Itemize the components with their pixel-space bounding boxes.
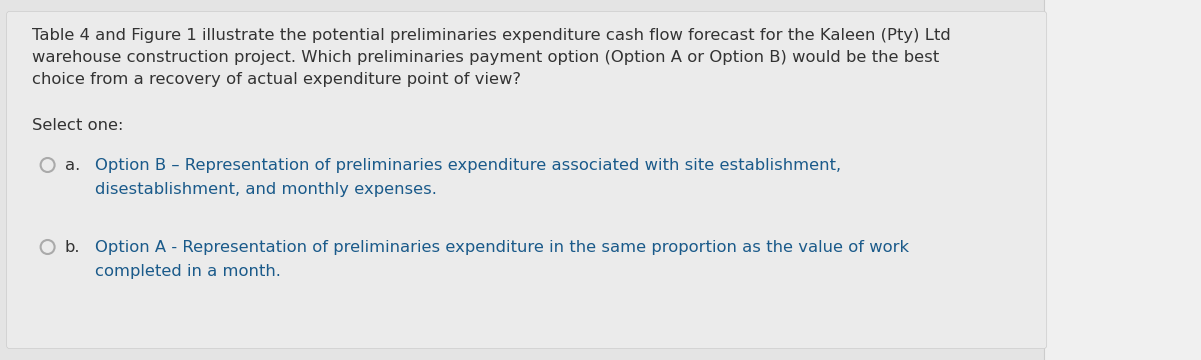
Text: Option A - Representation of preliminaries expenditure in the same proportion as: Option A - Representation of preliminari…: [95, 240, 909, 255]
Text: Select one:: Select one:: [31, 118, 123, 133]
FancyBboxPatch shape: [7, 12, 1046, 348]
Text: a.: a.: [65, 158, 79, 173]
Text: Option B – Representation of preliminaries expenditure associated with site esta: Option B – Representation of preliminari…: [95, 158, 841, 173]
Text: completed in a month.: completed in a month.: [95, 264, 281, 279]
Bar: [1044, 0, 1201, 360]
Text: disestablishment, and monthly expenses.: disestablishment, and monthly expenses.: [95, 182, 436, 197]
Text: Table 4 and Figure 1 illustrate the potential preliminaries expenditure cash flo: Table 4 and Figure 1 illustrate the pote…: [31, 28, 950, 43]
Text: b.: b.: [65, 240, 80, 255]
Text: warehouse construction project. Which preliminaries payment option (Option A or : warehouse construction project. Which pr…: [31, 50, 939, 65]
Text: choice from a recovery of actual expenditure point of view?: choice from a recovery of actual expendi…: [31, 72, 520, 87]
